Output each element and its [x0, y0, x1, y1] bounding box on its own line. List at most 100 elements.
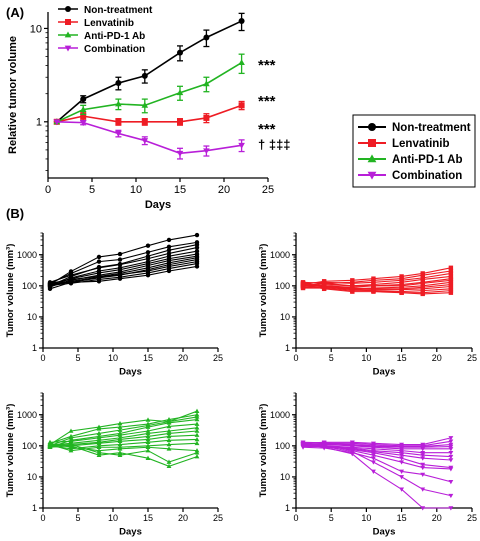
legend-label: Anti-PD-1 Ab: [84, 31, 145, 42]
data-point: [79, 106, 87, 113]
data-point: [145, 444, 151, 450]
legend-swatch-marker: [367, 171, 377, 180]
legend-swatch-marker: [65, 19, 71, 25]
data-point: [194, 440, 200, 446]
data-point: [371, 460, 376, 465]
data-point: [145, 433, 151, 439]
x-tick-label: 25: [467, 513, 477, 523]
y-tick-label: 1: [32, 503, 37, 513]
data-point: [420, 272, 425, 278]
data-point: [145, 272, 151, 278]
data-point: [68, 443, 74, 448]
data-point: [166, 459, 172, 464]
x-axis-label: Days: [373, 367, 396, 378]
data-point: [321, 445, 327, 450]
x-tick-label: 10: [361, 353, 371, 363]
x-tick-label: 5: [329, 513, 334, 523]
x-tick-label: 10: [108, 353, 118, 363]
data-point: [420, 487, 426, 492]
data-point: [238, 142, 245, 149]
y-tick-label: 100: [275, 281, 290, 291]
data-point: [141, 101, 149, 108]
data-point: [117, 438, 123, 444]
x-tick-label: 10: [130, 184, 142, 196]
data-point: [96, 259, 102, 264]
x-tick-label: 20: [218, 184, 230, 196]
x-tick-label: 0: [40, 353, 45, 363]
y-tick-label: 10: [280, 472, 290, 482]
data-point: [420, 462, 426, 468]
data-point: [115, 131, 122, 137]
y-tick-label: 1000: [17, 410, 37, 420]
y-tick-label: 100: [22, 281, 37, 291]
data-point: [420, 277, 425, 282]
data-point: [350, 286, 355, 292]
data-point: [68, 435, 74, 440]
data-point: [166, 442, 172, 447]
data-point: [177, 118, 183, 125]
legend-swatch-marker: [64, 31, 72, 38]
data-point: [96, 444, 102, 450]
data-point: [96, 435, 102, 440]
y-tick-label: 10: [27, 312, 37, 322]
data-point: [117, 257, 123, 262]
x-tick-label: 20: [178, 353, 188, 363]
legend-label: Combination: [84, 44, 145, 55]
data-point: [203, 114, 210, 121]
data-point: [371, 453, 376, 458]
data-point: [96, 452, 102, 457]
data-point: [141, 72, 148, 79]
data-point: [194, 232, 200, 238]
x-axis-label: Days: [145, 199, 171, 211]
data-point: [448, 458, 454, 463]
significance-annotation: † ‡‡‡: [258, 137, 291, 152]
x-tick-label: 20: [178, 513, 188, 523]
x-axis-label: Days: [373, 527, 396, 538]
y-tick-label: 1: [285, 343, 290, 353]
chart-panel-b-antipd1: 0 5 10 15 20 25 1 10 100 1000 Days Tumor volume (mm…: [5, 392, 223, 538]
data-point: [53, 119, 61, 126]
data-point: [176, 150, 184, 157]
y-tick-label: 1: [36, 117, 42, 129]
data-point: [166, 446, 172, 451]
data-point: [117, 432, 123, 437]
x-tick-label: 15: [143, 513, 153, 523]
data-point: [448, 271, 454, 276]
data-point: [96, 265, 102, 270]
x-tick-label: 5: [329, 353, 334, 363]
data-point: [47, 281, 53, 287]
data-point: [80, 113, 87, 120]
significance-annotation: ***: [258, 93, 276, 110]
y-tick-label: 1000: [270, 410, 290, 420]
x-tick-label: 0: [293, 353, 298, 363]
panel-label-a: (A): [6, 5, 24, 20]
x-tick-label: 25: [213, 513, 223, 523]
data-point: [203, 34, 210, 41]
data-point: [448, 450, 454, 456]
data-point: [399, 290, 404, 295]
x-tick-label: 15: [143, 353, 153, 363]
data-point: [145, 243, 151, 248]
x-tick-label: 5: [75, 353, 80, 363]
data-point: [420, 447, 426, 452]
y-tick-label: 1000: [17, 250, 37, 260]
x-tick-label: 20: [432, 513, 442, 523]
data-point: [420, 450, 426, 456]
data-point: [448, 436, 454, 441]
data-point: [238, 18, 245, 25]
data-point: [399, 280, 404, 285]
x-tick-label: 25: [262, 184, 274, 196]
data-point: [166, 428, 172, 433]
data-point: [68, 280, 74, 285]
data-point: [47, 444, 53, 450]
x-tick-label: 5: [89, 184, 95, 196]
chart-panel-b-combination: 0 5 10 15 20 25 1 10 100 1000 Days Tumor volume (mm…: [258, 392, 477, 538]
data-point: [448, 493, 454, 499]
legend-swatch-marker: [64, 45, 72, 52]
data-point: [166, 463, 172, 469]
data-point: [448, 444, 454, 450]
data-point: [166, 244, 172, 249]
y-tick-label: 1000: [270, 250, 290, 260]
data-point: [117, 262, 123, 267]
